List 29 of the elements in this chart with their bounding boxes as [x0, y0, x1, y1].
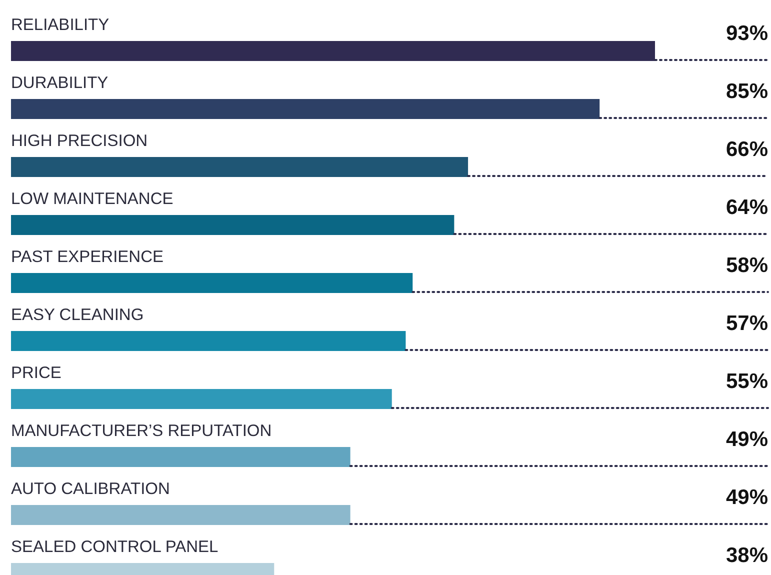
- bar: [11, 99, 600, 119]
- y-tick-label: MANUFACTURER’S REPUTATION: [11, 422, 272, 440]
- data-label: 85%: [726, 80, 768, 103]
- bar: [11, 505, 350, 525]
- bar: [11, 447, 350, 467]
- data-label: 66%: [726, 138, 768, 161]
- bar: [11, 273, 413, 293]
- data-label: 38%: [726, 544, 768, 567]
- bar: [11, 389, 392, 409]
- y-tick-label: LOW MAINTENANCE: [11, 190, 174, 208]
- data-label: 58%: [726, 254, 768, 277]
- y-tick-label: HIGH PRECISION: [11, 132, 148, 150]
- y-tick-label: RELIABILITY: [11, 16, 110, 34]
- data-label: 64%: [726, 196, 768, 219]
- y-tick-label: PAST EXPERIENCE: [11, 248, 164, 266]
- data-label: 49%: [726, 486, 768, 509]
- bar: [11, 215, 454, 235]
- data-label: 55%: [726, 370, 768, 393]
- y-tick-label: DURABILITY: [11, 74, 108, 92]
- y-tick-label: AUTO CALIBRATION: [11, 480, 170, 498]
- bar: [11, 331, 406, 351]
- data-label: 93%: [726, 22, 768, 45]
- bar: [11, 41, 655, 61]
- y-tick-label: SEALED CONTROL PANEL: [11, 538, 218, 556]
- bar: [11, 157, 468, 177]
- y-tick-label: EASY CLEANING: [11, 306, 144, 324]
- data-label: 49%: [726, 428, 768, 451]
- y-tick-label: PRICE: [11, 364, 62, 382]
- data-label: 57%: [726, 312, 768, 335]
